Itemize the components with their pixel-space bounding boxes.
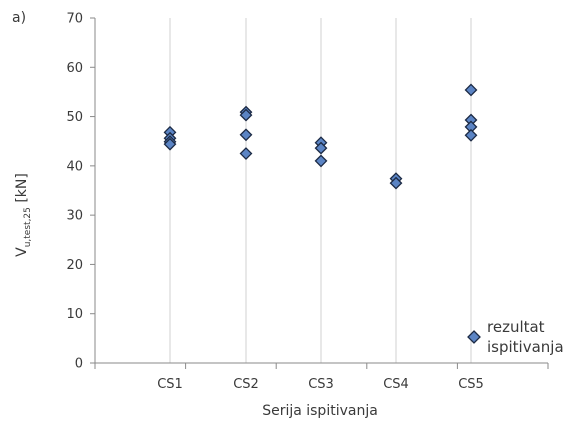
y-tick-label: 0 bbox=[75, 357, 83, 372]
data-point bbox=[464, 83, 478, 97]
data-point bbox=[314, 154, 328, 168]
panel-label: a) bbox=[12, 10, 26, 26]
vertical-gridlines bbox=[169, 18, 472, 363]
axes bbox=[90, 17, 549, 369]
x-tick-labels: CS1 CS2 CS3 CS4 CS5 bbox=[157, 377, 484, 392]
data-points bbox=[163, 83, 478, 190]
y-tick-label: 40 bbox=[66, 159, 83, 174]
y-axis-title-main: V bbox=[14, 247, 30, 257]
x-axis-title: Serija ispitivanja bbox=[262, 403, 378, 419]
legend-label-line-2: ispitivanja bbox=[487, 338, 564, 356]
data-point bbox=[389, 176, 403, 190]
y-tick-label: 10 bbox=[66, 307, 83, 322]
y-tick-label: 60 bbox=[66, 61, 83, 76]
x-tick-label: CS5 bbox=[458, 377, 484, 392]
y-axis-title: Vu,test,25 [kN] bbox=[14, 173, 33, 257]
x-tick-label: CS3 bbox=[308, 377, 334, 392]
y-tick-label: 20 bbox=[66, 258, 83, 273]
legend: rezultat ispitivanja bbox=[467, 318, 564, 356]
y-tick-labels: 0 10 20 30 40 50 60 70 bbox=[66, 12, 83, 372]
x-tick-label: CS4 bbox=[383, 377, 409, 392]
legend-marker bbox=[467, 330, 481, 344]
legend-label-line-1: rezultat bbox=[487, 318, 545, 336]
data-point bbox=[239, 128, 253, 142]
y-tick-label: 30 bbox=[66, 209, 83, 224]
y-axis-title-unit: [kN] bbox=[14, 173, 30, 207]
data-point bbox=[464, 128, 478, 142]
data-point bbox=[163, 137, 177, 151]
y-tick-label: 70 bbox=[66, 12, 83, 27]
data-point bbox=[239, 108, 253, 122]
data-point bbox=[239, 147, 253, 160]
x-tick-label: CS1 bbox=[157, 377, 183, 392]
y-tick-label: 50 bbox=[66, 110, 83, 125]
x-tick-label: CS2 bbox=[233, 377, 259, 392]
data-point bbox=[314, 141, 328, 155]
y-axis-title-subscript: u,test,25 bbox=[23, 207, 33, 247]
